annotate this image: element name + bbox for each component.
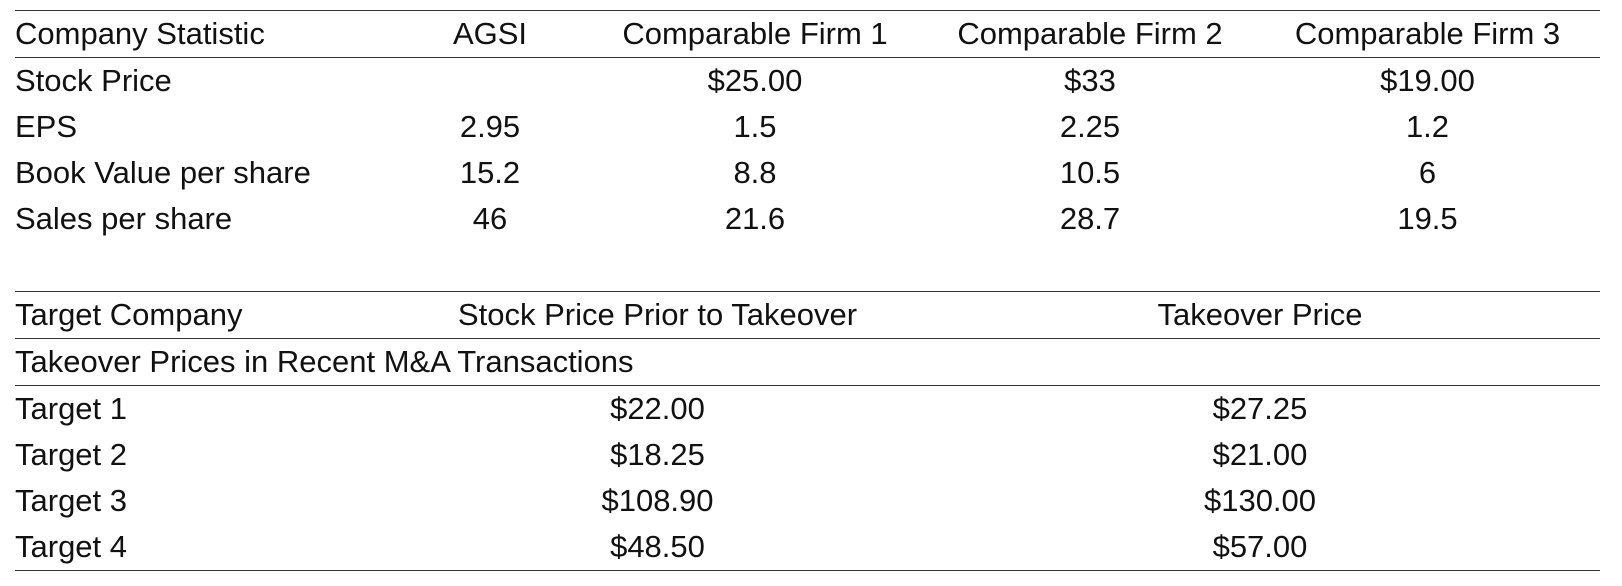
target-name: Target 3 xyxy=(15,483,128,518)
row-label: Sales per share xyxy=(15,201,233,236)
table-row: Target 4 $48.50 $57.00 xyxy=(15,524,1600,571)
table-row: Target 1 $22.00 $27.25 xyxy=(15,386,1600,433)
agsi-value: 15.2 xyxy=(459,155,521,190)
firm-3-value: 19.5 xyxy=(1397,201,1458,236)
firm-1-value: 21.6 xyxy=(724,201,786,236)
agsi-value: 46 xyxy=(472,201,508,236)
column-header-takeover-price: Takeover Price xyxy=(920,291,1600,339)
table-row: Stock Price $25.00 $33 $19.00 xyxy=(15,58,1600,105)
takeover-prices-table: Takeover Prices in Recent M&A Transactio… xyxy=(15,291,1600,571)
takeover-price: $57.00 xyxy=(1212,529,1308,564)
firm-2-value: 28.7 xyxy=(1059,201,1121,236)
table-row: EPS 2.95 1.5 2.25 1.2 xyxy=(15,104,1600,150)
target-name: Target 1 xyxy=(15,391,128,426)
firm-1-value: 1.5 xyxy=(733,109,777,144)
prior-price: $108.90 xyxy=(601,483,714,518)
company-statistics-table: Company Statistic AGSI Comparable Firm 1… xyxy=(15,10,1600,242)
firm-2-value: 2.25 xyxy=(1059,109,1121,144)
firm-3-value: 6 xyxy=(1418,155,1437,190)
row-label: EPS xyxy=(15,109,78,144)
column-header-agsi: AGSI xyxy=(395,10,585,58)
firm-1-value: $25.00 xyxy=(707,63,803,98)
target-name: Target 4 xyxy=(15,529,128,564)
firm-2-value: 10.5 xyxy=(1059,155,1121,190)
takeover-price: $21.00 xyxy=(1212,437,1308,472)
table-title-row: Takeover Prices in Recent M&A Transactio… xyxy=(15,338,1600,386)
firm-2-value: $33 xyxy=(1064,63,1116,98)
column-header-firm-1: Comparable Firm 1 xyxy=(585,10,925,58)
firm-1-value: 8.8 xyxy=(733,155,777,190)
target-name: Target 2 xyxy=(15,437,128,472)
table-header-row: Company Statistic AGSI Comparable Firm 1… xyxy=(15,10,1600,58)
column-header-company-statistic: Company Statistic xyxy=(15,10,395,58)
agsi-value: 2.95 xyxy=(459,109,521,144)
prior-price: $18.25 xyxy=(610,437,705,472)
prior-price: $22.00 xyxy=(610,391,705,426)
row-label: Stock Price xyxy=(15,63,172,98)
column-header-firm-3: Comparable Firm 3 xyxy=(1255,10,1600,58)
table-header-row: Target Company Stock Price Prior to Take… xyxy=(15,291,1600,339)
takeover-price: $27.25 xyxy=(1212,391,1308,426)
table-row: Target 3 $108.90 $130.00 xyxy=(15,478,1600,524)
column-header-firm-2: Comparable Firm 2 xyxy=(925,10,1255,58)
firm-3-value: 1.2 xyxy=(1405,109,1450,144)
prior-price: $48.50 xyxy=(610,529,705,564)
agsi-value xyxy=(395,58,585,105)
table-row: Sales per share 46 21.6 28.7 19.5 xyxy=(15,196,1600,242)
column-header-prior-price: Stock Price Prior to Takeover xyxy=(395,291,920,339)
table-row: Target 2 $18.25 $21.00 xyxy=(15,432,1600,478)
column-header-target-company: Target Company xyxy=(15,291,395,339)
row-label: Book Value per share xyxy=(15,155,311,190)
table-row: Book Value per share 15.2 8.8 10.5 6 xyxy=(15,150,1600,196)
table-title: Takeover Prices in Recent M&A Transactio… xyxy=(15,338,1600,386)
firm-3-value: $19.00 xyxy=(1380,63,1475,98)
takeover-price: $130.00 xyxy=(1203,483,1317,518)
